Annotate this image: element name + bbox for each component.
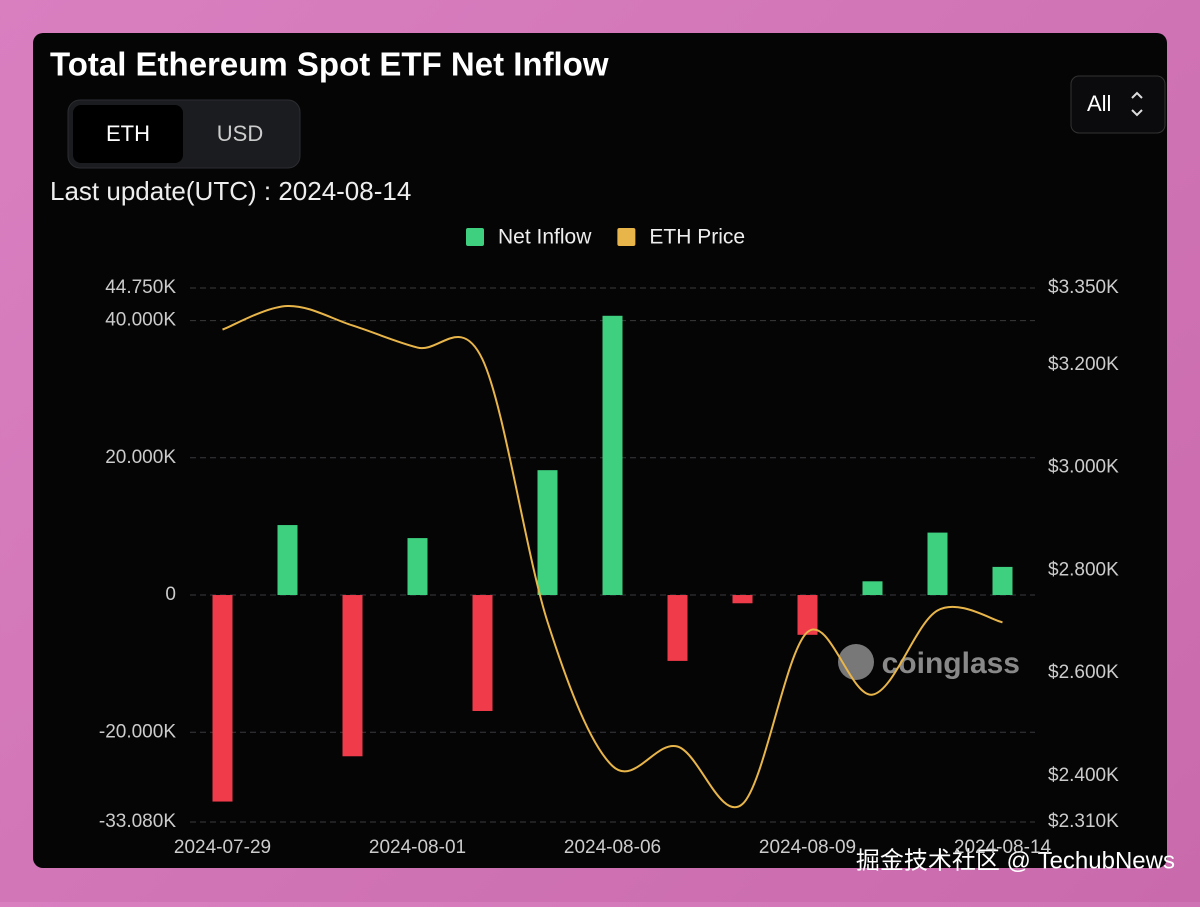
bar: [407, 538, 428, 596]
legend-swatch: [617, 228, 636, 246]
bar: [992, 566, 1013, 596]
bar: [862, 581, 883, 596]
tick-label: $2.800K: [1048, 559, 1119, 580]
bar: [797, 595, 818, 635]
panel: [33, 33, 1167, 868]
bar: [732, 595, 753, 604]
x-tick-label: 2024-08-14: [954, 837, 1052, 858]
legend-swatch: [466, 228, 484, 246]
x-tick-label: 2024-08-01: [369, 837, 466, 858]
toggle-selected: [73, 105, 183, 163]
tick-label: 40.000K: [105, 310, 176, 331]
toggle-eth[interactable]: ETH: [106, 121, 150, 146]
legend-label: ETH Price: [649, 226, 745, 249]
tick-label: 44.750K: [105, 277, 176, 298]
range-label: All: [1087, 91, 1111, 116]
price-line: [222, 304, 1003, 809]
tick-label: 20.000K: [105, 447, 176, 468]
tick-label: 0: [165, 584, 176, 605]
bar: [212, 595, 233, 802]
bar: [927, 532, 948, 596]
tick-label: $3.350K: [1048, 277, 1119, 298]
legend-label: Net Inflow: [498, 226, 592, 249]
x-tick-label: 2024-07-29: [174, 837, 271, 858]
tick-label: $2.600K: [1048, 662, 1119, 683]
footer-watermark: 掘金技术社区 @ TechubNews: [856, 847, 1175, 874]
bar: [537, 470, 558, 596]
bar: [667, 595, 688, 661]
tick-label: $3.000K: [1048, 457, 1119, 478]
x-tick-label: 2024-08-06: [564, 837, 661, 858]
select-icon: [1131, 91, 1143, 117]
bar: [602, 315, 623, 596]
tick-label: -33.080K: [99, 811, 176, 832]
bar: [277, 525, 298, 596]
title: Total Ethereum Spot ETF Net Inflow: [50, 46, 609, 83]
range-select[interactable]: [1070, 75, 1166, 134]
tick-label: -20.000K: [99, 721, 176, 742]
watermark: coinglass: [882, 647, 1020, 680]
toggle-usd[interactable]: USD: [217, 121, 263, 146]
bar: [342, 595, 363, 757]
tick-label: $2.310K: [1048, 811, 1119, 832]
x-tick-label: 2024-08-09: [759, 837, 856, 858]
tick-label: $2.400K: [1048, 765, 1119, 786]
last-update: Last update(UTC) : 2024-08-14: [50, 176, 411, 206]
tick-label: $3.200K: [1048, 354, 1119, 375]
bar: [472, 595, 493, 711]
